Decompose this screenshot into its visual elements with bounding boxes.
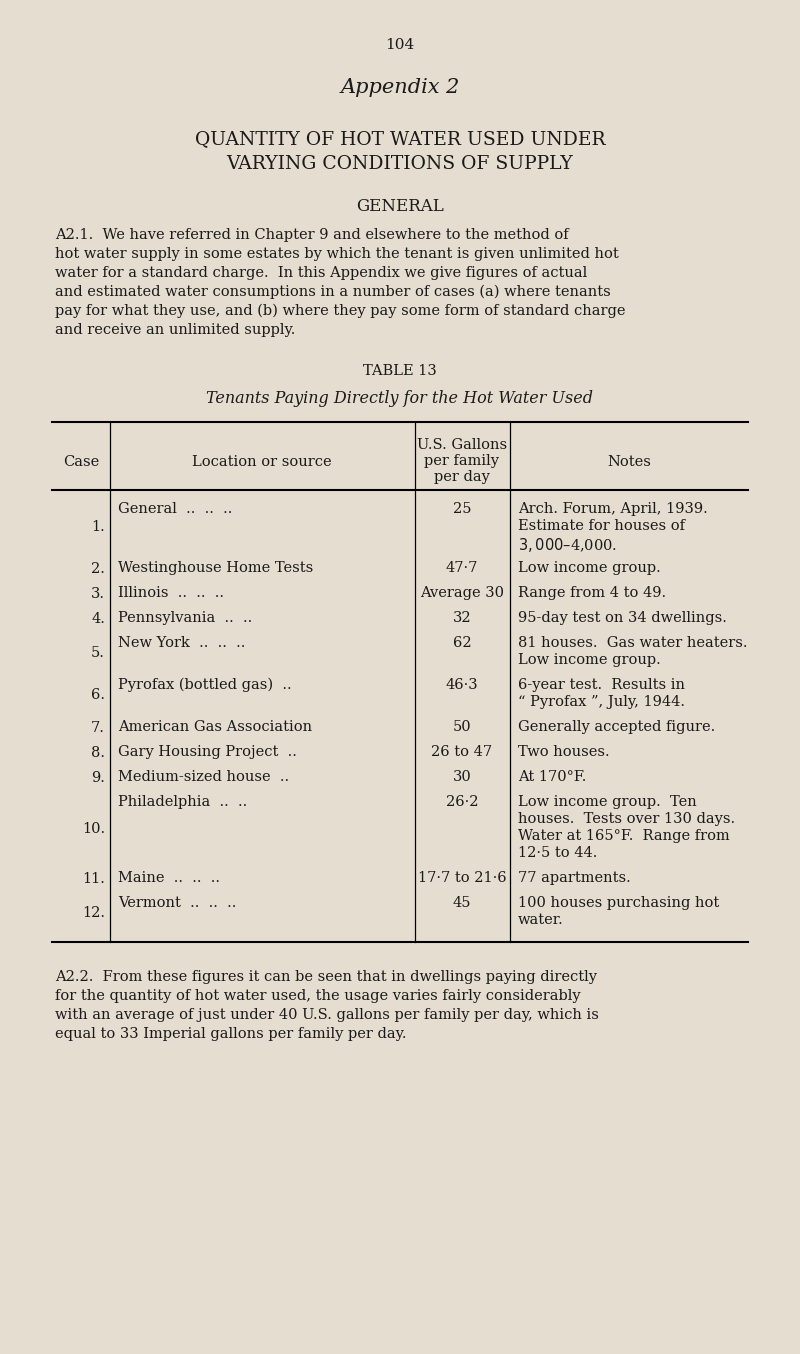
Text: 46·3: 46·3 — [446, 678, 478, 692]
Text: 4.: 4. — [91, 612, 105, 626]
Text: 95-day test on 34 dwellings.: 95-day test on 34 dwellings. — [518, 611, 727, 626]
Text: with an average of just under 40 U.S. gallons per family per day, which is: with an average of just under 40 U.S. ga… — [55, 1007, 599, 1022]
Text: Arch. Forum, April, 1939.: Arch. Forum, April, 1939. — [518, 502, 708, 516]
Text: Two houses.: Two houses. — [518, 745, 610, 760]
Text: Low income group.: Low income group. — [518, 653, 661, 668]
Text: 30: 30 — [453, 770, 471, 784]
Text: 6.: 6. — [91, 688, 105, 701]
Text: pay for what they use, and (b) where they pay some form of standard charge: pay for what they use, and (b) where the… — [55, 305, 626, 318]
Text: 26·2: 26·2 — [446, 795, 478, 808]
Text: Medium-sized house  ..: Medium-sized house .. — [118, 770, 289, 784]
Text: Maine  ..  ..  ..: Maine .. .. .. — [118, 871, 220, 886]
Text: 26 to 47: 26 to 47 — [431, 745, 493, 760]
Text: TABLE 13: TABLE 13 — [363, 364, 437, 378]
Text: Low income group.  Ten: Low income group. Ten — [518, 795, 697, 808]
Text: Average 30: Average 30 — [420, 586, 504, 600]
Text: for the quantity of hot water used, the usage varies fairly considerably: for the quantity of hot water used, the … — [55, 988, 581, 1003]
Text: $3,000–$4,000.: $3,000–$4,000. — [518, 536, 617, 554]
Text: hot water supply in some estates by which the tenant is given unlimited hot: hot water supply in some estates by whic… — [55, 246, 618, 261]
Text: American Gas Association: American Gas Association — [118, 720, 312, 734]
Text: per day: per day — [434, 470, 490, 483]
Text: per family: per family — [425, 454, 499, 468]
Text: 100 houses purchasing hot: 100 houses purchasing hot — [518, 896, 719, 910]
Text: Case: Case — [63, 455, 99, 468]
Text: A2.1.  We have referred in Chapter 9 and elsewhere to the method of: A2.1. We have referred in Chapter 9 and … — [55, 227, 569, 242]
Text: Appendix 2: Appendix 2 — [340, 79, 460, 97]
Text: 81 houses.  Gas water heaters.: 81 houses. Gas water heaters. — [518, 636, 747, 650]
Text: 50: 50 — [453, 720, 471, 734]
Text: and receive an unlimited supply.: and receive an unlimited supply. — [55, 324, 295, 337]
Text: 9.: 9. — [91, 770, 105, 785]
Text: Philadelphia  ..  ..: Philadelphia .. .. — [118, 795, 247, 808]
Text: equal to 33 Imperial gallons per family per day.: equal to 33 Imperial gallons per family … — [55, 1026, 406, 1041]
Text: Low income group.: Low income group. — [518, 561, 661, 575]
Text: 2.: 2. — [91, 562, 105, 575]
Text: VARYING CONDITIONS OF SUPPLY: VARYING CONDITIONS OF SUPPLY — [226, 154, 574, 173]
Text: 10.: 10. — [82, 822, 105, 835]
Text: Westinghouse Home Tests: Westinghouse Home Tests — [118, 561, 314, 575]
Text: A2.2.  From these figures it can be seen that in dwellings paying directly: A2.2. From these figures it can be seen … — [55, 969, 597, 984]
Text: Pennsylvania  ..  ..: Pennsylvania .. .. — [118, 611, 252, 626]
Text: 8.: 8. — [91, 746, 105, 760]
Text: 7.: 7. — [91, 720, 105, 735]
Text: 12·5 to 44.: 12·5 to 44. — [518, 846, 598, 860]
Text: water for a standard charge.  In this Appendix we give figures of actual: water for a standard charge. In this App… — [55, 265, 587, 280]
Text: Tenants Paying Directly for the Hot Water Used: Tenants Paying Directly for the Hot Wate… — [206, 390, 594, 408]
Text: 47·7: 47·7 — [446, 561, 478, 575]
Text: Gary Housing Project  ..: Gary Housing Project .. — [118, 745, 297, 760]
Text: 45: 45 — [453, 896, 471, 910]
Text: water.: water. — [518, 913, 564, 927]
Text: QUANTITY OF HOT WATER USED UNDER: QUANTITY OF HOT WATER USED UNDER — [194, 130, 606, 148]
Text: and estimated water consumptions in a number of cases (a) where tenants: and estimated water consumptions in a nu… — [55, 284, 610, 299]
Text: 5.: 5. — [91, 646, 105, 659]
Text: At 170°F.: At 170°F. — [518, 770, 586, 784]
Text: 1.: 1. — [91, 520, 105, 533]
Text: Range from 4 to 49.: Range from 4 to 49. — [518, 586, 666, 600]
Text: GENERAL: GENERAL — [356, 198, 444, 215]
Text: General  ..  ..  ..: General .. .. .. — [118, 502, 232, 516]
Text: Pyrofax (bottled gas)  ..: Pyrofax (bottled gas) .. — [118, 678, 292, 692]
Text: Notes: Notes — [607, 455, 651, 468]
Text: U.S. Gallons: U.S. Gallons — [417, 437, 507, 452]
Text: 11.: 11. — [82, 872, 105, 886]
Text: 62: 62 — [453, 636, 471, 650]
Text: 12.: 12. — [82, 906, 105, 919]
Text: 6-year test.  Results in: 6-year test. Results in — [518, 678, 685, 692]
Text: “ Pyrofax ”, July, 1944.: “ Pyrofax ”, July, 1944. — [518, 695, 685, 709]
Text: 17·7 to 21·6: 17·7 to 21·6 — [418, 871, 506, 886]
Text: Estimate for houses of: Estimate for houses of — [518, 519, 685, 533]
Text: Location or source: Location or source — [192, 455, 332, 468]
Text: 25: 25 — [453, 502, 471, 516]
Text: New York  ..  ..  ..: New York .. .. .. — [118, 636, 246, 650]
Text: Illinois  ..  ..  ..: Illinois .. .. .. — [118, 586, 224, 600]
Text: Generally accepted figure.: Generally accepted figure. — [518, 720, 715, 734]
Text: 3.: 3. — [91, 588, 105, 601]
Text: Vermont  ..  ..  ..: Vermont .. .. .. — [118, 896, 236, 910]
Text: 104: 104 — [386, 38, 414, 51]
Text: 77 apartments.: 77 apartments. — [518, 871, 630, 886]
Text: 32: 32 — [453, 611, 471, 626]
Text: houses.  Tests over 130 days.: houses. Tests over 130 days. — [518, 812, 735, 826]
Text: Water at 165°F.  Range from: Water at 165°F. Range from — [518, 829, 730, 844]
